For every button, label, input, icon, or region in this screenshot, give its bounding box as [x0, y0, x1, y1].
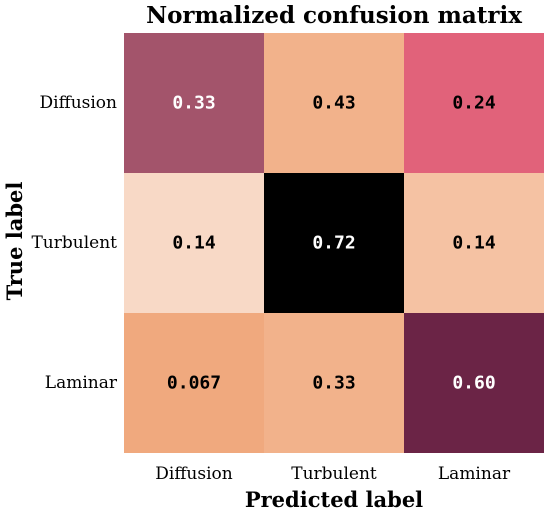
heatmap-cell-labels: 0.33 0.43 0.24 0.14 0.72 0.14 0.067 0.33 0.60 — [167, 93, 496, 394]
heatmap-cell-0-1 — [264, 33, 404, 173]
cell-value-label-1-1: 0.72 — [312, 233, 355, 254]
heatmap-cell-0-2 — [404, 33, 544, 173]
y-tick-label-laminar: Laminar — [45, 373, 118, 393]
x-tick-labels: Diffusion Turbulent Laminar — [155, 464, 511, 484]
y-tick-label-turbulent: Turbulent — [31, 233, 117, 253]
heatmap-cell-2-0 — [124, 313, 264, 453]
heatmap-cell-2-2 — [404, 313, 544, 453]
cell-value-label-0-2: 0.24 — [452, 93, 496, 114]
chart-title: Normalized confusion matrix — [146, 2, 522, 29]
cell-value-label-2-0: 0.067 — [167, 373, 221, 394]
heatmap-cell-1-1 — [264, 173, 404, 313]
x-tick-label-turbulent: Turbulent — [291, 464, 377, 484]
cell-value-label-1-2: 0.14 — [452, 233, 496, 254]
cell-value-label-1-0: 0.14 — [172, 233, 216, 254]
cell-value-label-2-1: 0.33 — [312, 373, 355, 394]
heatmap-cell-1-0 — [124, 173, 264, 313]
heatmap-cell-0-0 — [124, 33, 264, 173]
heatmap-cell-2-1 — [264, 313, 404, 453]
y-tick-labels: Diffusion Turbulent Laminar — [31, 93, 117, 393]
y-tick-label-diffusion: Diffusion — [40, 93, 117, 113]
heatmap-cells — [124, 33, 544, 453]
x-tick-label-diffusion: Diffusion — [155, 464, 232, 484]
cell-value-label-0-0: 0.33 — [172, 93, 215, 114]
cell-value-label-2-2: 0.60 — [452, 373, 495, 394]
y-axis-label: True label — [2, 182, 27, 301]
x-tick-label-laminar: Laminar — [438, 464, 511, 484]
heatmap-cell-1-2 — [404, 173, 544, 313]
x-axis-label: Predicted label — [245, 487, 423, 512]
cell-value-label-0-1: 0.43 — [312, 93, 355, 114]
